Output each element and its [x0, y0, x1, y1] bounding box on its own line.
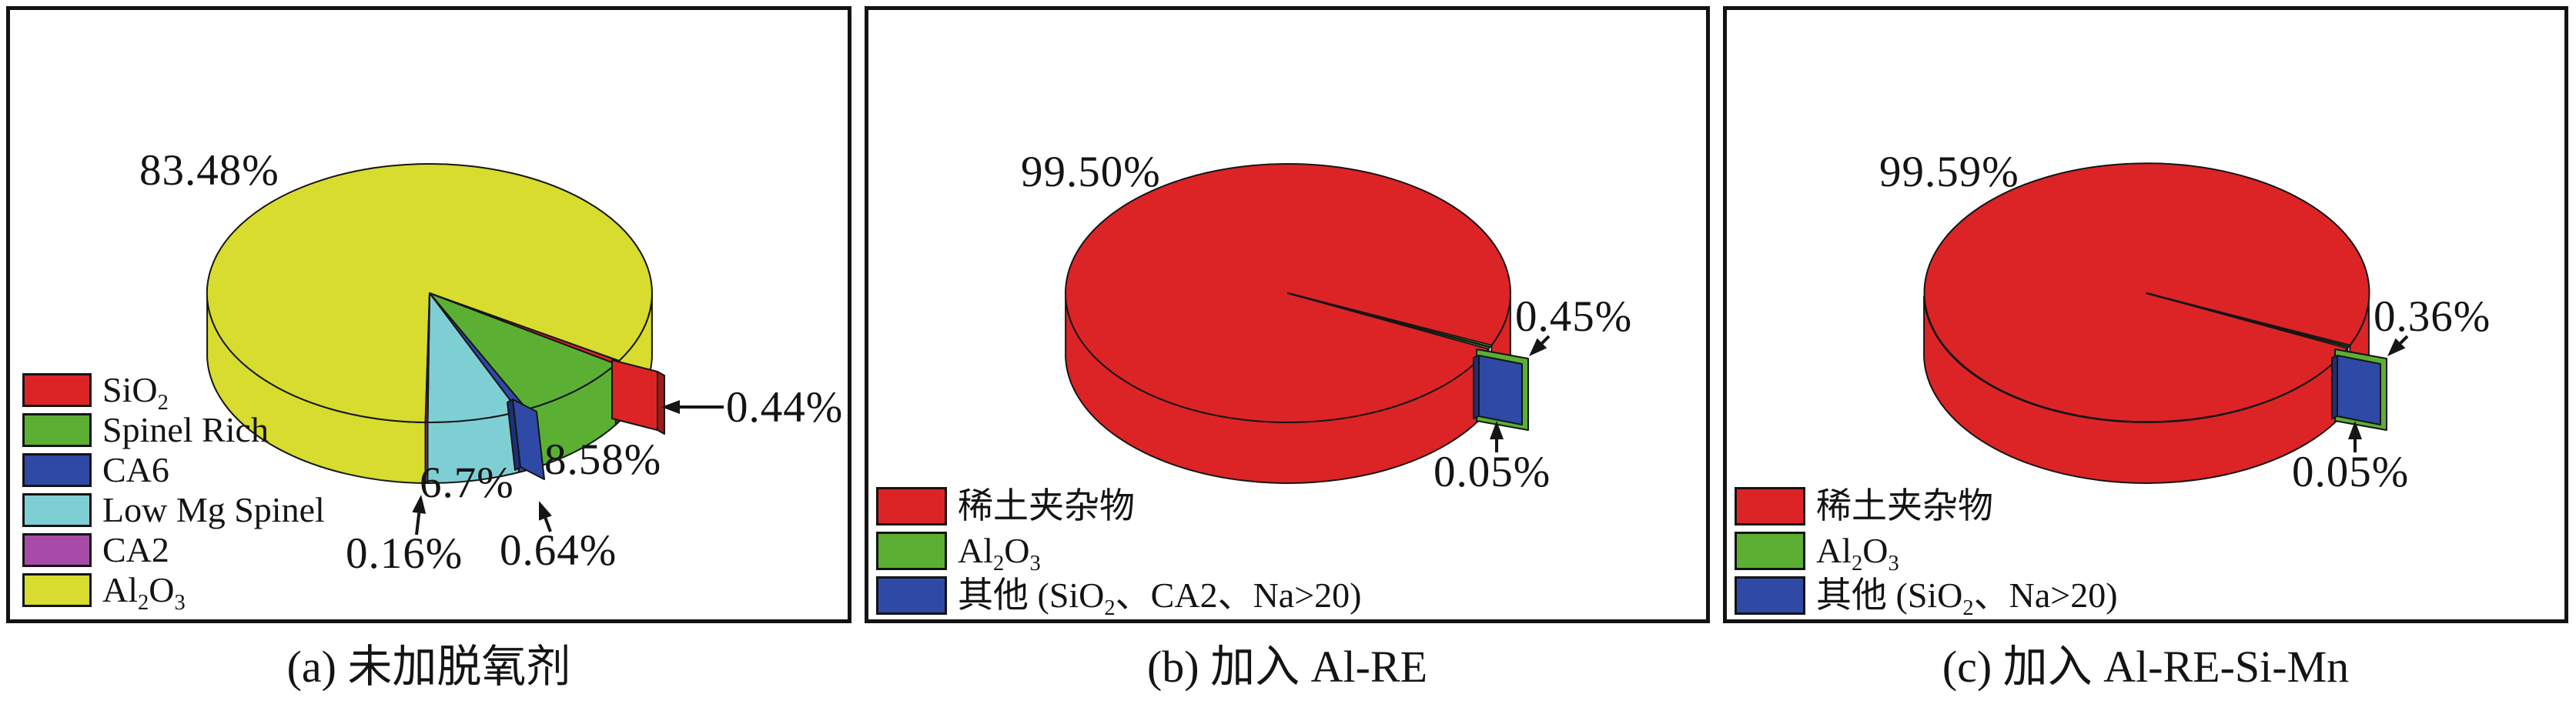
legend-label-ca6: CA6	[102, 450, 169, 489]
legend-b: 稀土夹杂物 Al2O3 其他 (SiO2、CA2、Na>20)	[876, 484, 1362, 621]
legend-swatch-re-inclusions	[876, 487, 947, 525]
pct-label-main-b: 99.50%	[1021, 148, 1161, 196]
pie-chart-b	[1065, 162, 1551, 484]
panel-c: 99.59% 0.36% 0.05% 稀土夹杂物 Al2O3 其他 (SiO2、…	[1723, 6, 2568, 623]
legend-item-al2o3: Al2O3	[876, 529, 1361, 576]
legend-c: 稀土夹杂物 Al2O3 其他 (SiO2、Na>20)	[1735, 484, 2118, 621]
legend-swatch-al2o3	[22, 573, 92, 607]
legend-a: SiO2 Spinel Rich CA6 Low Mg Spinel CA2 A…	[22, 370, 325, 616]
legend-label-spinel-rich: Spinel Rich	[102, 410, 269, 449]
legend-swatch-ca6	[22, 453, 92, 487]
legend-swatch-sio2	[22, 373, 92, 407]
caption-a: (a) 未加脱氧剂	[286, 642, 571, 692]
panel-b: 99.50% 0.45% 0.05% 稀土夹杂物 Al2O3 其他 (SiO2、…	[865, 6, 1710, 623]
legend-label-re-inclusions: 稀土夹杂物	[1816, 486, 1993, 525]
legend-item-other: 其他 (SiO2、CA2、Na>20)	[876, 573, 1362, 621]
legend-item-spinel-rich: Spinel Rich	[22, 410, 325, 450]
caption-c: (c) 加入 Al-RE-Si-Mn	[1942, 642, 2350, 692]
legend-label-other: 其他 (SiO2、Na>20)	[1816, 576, 2118, 621]
legend-item-re-inclusions: 稀土夹杂物	[1735, 484, 2118, 529]
legend-label-al2o3: Al2O3	[102, 570, 186, 616]
pct-label-main-c: 99.59%	[1879, 148, 2019, 196]
legend-swatch-re-inclusions	[1735, 487, 1805, 525]
legend-item-al2o3: Al2O3	[1735, 529, 2118, 576]
legend-label-re-inclusions: 稀土夹杂物	[958, 486, 1135, 525]
pct-label-sio2-a: 0.44%	[726, 383, 844, 432]
legend-label-low-mg-spinel: Low Mg Spinel	[102, 490, 325, 529]
pct-label-spinel-rich-a: 8.58%	[544, 435, 662, 484]
pie-chart-a	[206, 163, 724, 536]
legend-item-ca6: CA6	[22, 450, 325, 490]
panel-a: 83.48% 0.44% 8.58% 6.7% 0.64% 0.16% SiO2…	[6, 6, 851, 623]
pct-label-low-mg-spinel-a: 6.7%	[420, 459, 514, 507]
caption-b: (b) 加入 Al-RE	[1146, 642, 1428, 692]
legend-item-sio2: SiO2	[22, 370, 325, 415]
legend-swatch-other	[876, 576, 947, 615]
legend-item-ca2: CA2	[22, 530, 325, 570]
pct-label-al2o3-b: 0.45%	[1515, 292, 1633, 341]
legend-item-re-inclusions: 稀土夹杂物	[876, 484, 1361, 529]
legend-label-other: 其他 (SiO2、CA2、Na>20)	[958, 576, 1362, 621]
legend-item-low-mg-spinel: Low Mg Spinel	[22, 490, 325, 530]
legend-swatch-low-mg-spinel	[22, 493, 92, 527]
pct-label-ca6-a: 0.64%	[500, 526, 617, 575]
pct-label-al2o3-a: 83.48%	[139, 146, 279, 195]
legend-item-other: 其他 (SiO2、Na>20)	[1735, 573, 2118, 621]
legend-label-al2o3: Al2O3	[1816, 531, 1899, 576]
legend-swatch-other	[1735, 576, 1805, 615]
pct-label-al2o3-c: 0.36%	[2374, 292, 2491, 341]
pie-chart-c	[1923, 162, 2409, 484]
legend-swatch-ca2	[22, 533, 92, 567]
legend-swatch-al2o3	[1735, 532, 1805, 570]
pct-label-other-c: 0.05%	[2292, 448, 2410, 496]
legend-swatch-spinel-rich	[22, 413, 92, 447]
legend-label-ca2: CA2	[102, 530, 169, 569]
legend-item-al2o3: Al2O3	[22, 570, 325, 616]
pct-label-ca2-a: 0.16%	[346, 529, 463, 578]
legend-label-al2o3: Al2O3	[958, 531, 1041, 576]
pct-label-other-b: 0.05%	[1434, 448, 1551, 496]
legend-label-sio2: SiO2	[102, 370, 169, 415]
legend-swatch-al2o3	[876, 532, 947, 570]
